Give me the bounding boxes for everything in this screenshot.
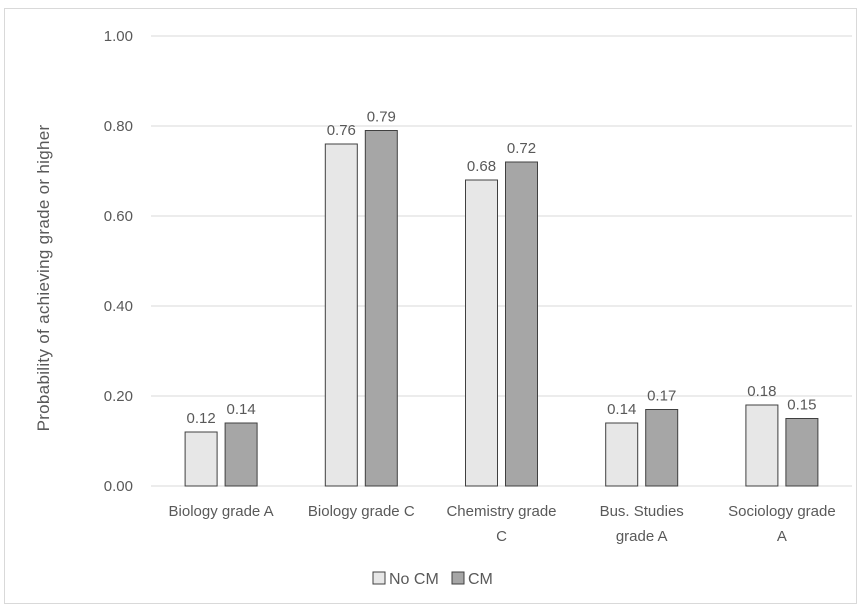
- y-tick-label: 0.60: [104, 208, 133, 225]
- legend-label: No CM: [389, 571, 439, 588]
- bar-cm: [505, 161, 538, 487]
- bar-no-cm: [745, 404, 779, 487]
- category-label: Sociology grade: [728, 503, 836, 520]
- bar-no-cm: [324, 143, 358, 487]
- category-label: grade A: [616, 528, 668, 545]
- category-label: Bus. Studies: [600, 503, 684, 520]
- y-axis-ticks: 0.00 0.20 0.40 0.60 0.80 1.00: [104, 28, 133, 495]
- data-label: 0.17: [647, 388, 676, 405]
- data-label: 0.12: [186, 410, 215, 427]
- y-tick-label: 0.40: [104, 298, 133, 315]
- chart-frame: 0.00 0.20 0.40 0.60 0.80 1.00 0.12 0.14 0.76 0.7…: [4, 8, 857, 604]
- x-axis-categories: Biology grade A Biology grade C Chemistry …: [169, 503, 836, 545]
- category-label: C: [496, 528, 507, 545]
- data-label: 0.72: [507, 140, 536, 157]
- data-labels: 0.12 0.14 0.76 0.79 0.68 0.72 0.14 0.17 0.18 0.15: [186, 109, 816, 428]
- y-tick-label: 1.00: [104, 28, 133, 45]
- bar-cm: [645, 409, 679, 487]
- category-label: A: [777, 528, 787, 545]
- gridlines: [151, 35, 852, 487]
- legend-swatch: [451, 571, 465, 585]
- data-label: 0.14: [607, 401, 636, 418]
- legend-label: CM: [468, 571, 493, 588]
- bar-no-cm: [184, 431, 218, 487]
- legend-swatch: [372, 571, 386, 585]
- y-tick-label: 0.00: [104, 478, 133, 495]
- bar-cm: [224, 422, 258, 487]
- bar-cm: [364, 130, 398, 487]
- y-tick-label: 0.20: [104, 388, 133, 405]
- y-tick-label: 0.80: [104, 118, 133, 135]
- bar-no-cm: [465, 179, 498, 487]
- bars: [184, 130, 819, 487]
- y-axis-title: Probability of achieving grade or higher: [34, 125, 53, 432]
- legend: No CM CM: [372, 571, 493, 588]
- data-label: 0.14: [226, 401, 255, 418]
- data-label: 0.15: [787, 397, 816, 414]
- data-label: 0.18: [747, 383, 776, 400]
- data-label: 0.68: [467, 158, 496, 175]
- bar-no-cm: [605, 422, 639, 487]
- category-label: Chemistry grade: [446, 503, 556, 520]
- data-label: 0.76: [327, 122, 356, 139]
- bar-chart: 0.00 0.20 0.40 0.60 0.80 1.00 0.12 0.14 0.76 0.7…: [34, 28, 852, 588]
- bar-cm: [785, 418, 819, 487]
- data-label: 0.79: [367, 109, 396, 126]
- category-label: Biology grade C: [308, 503, 415, 520]
- category-label: Biology grade A: [169, 503, 274, 520]
